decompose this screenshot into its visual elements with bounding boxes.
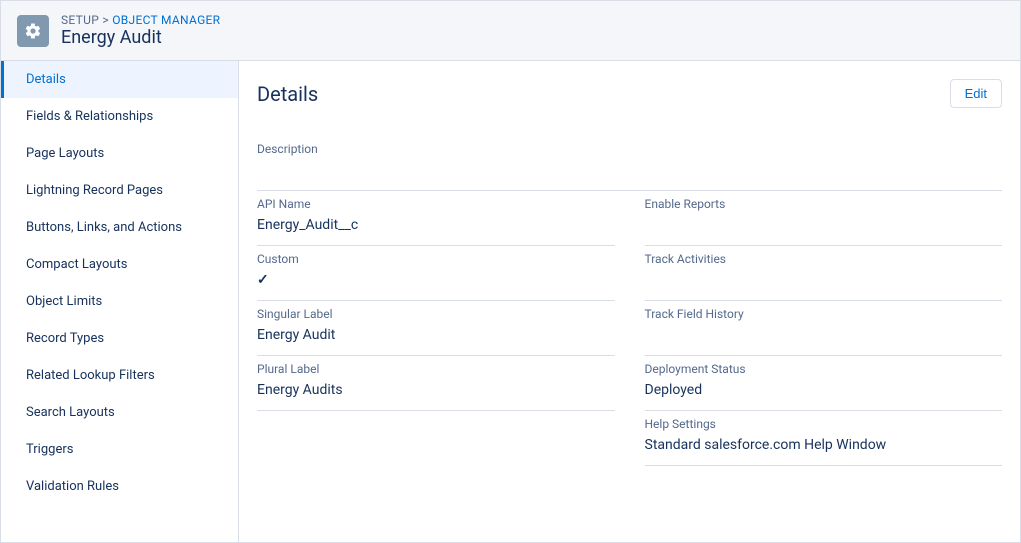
field-label: Singular Label (257, 307, 615, 321)
field-help-settings: Help Settings Standard salesforce.com He… (645, 411, 1003, 466)
field-label: Track Field History (645, 307, 1003, 321)
field-label: Description (257, 142, 1002, 156)
field-label: API Name (257, 197, 615, 211)
field-label: Deployment Status (645, 362, 1003, 376)
field-label: Track Activities (645, 252, 1003, 266)
field-value: Energy Audits (257, 382, 615, 400)
sidebar-item-buttons-links-and-actions[interactable]: Buttons, Links, and Actions (1, 209, 238, 246)
edit-button[interactable]: Edit (950, 79, 1002, 108)
header-text: SETUP > OBJECT MANAGER Energy Audit (61, 13, 220, 48)
breadcrumb: SETUP > OBJECT MANAGER (61, 13, 220, 27)
sidebar-item-search-layouts[interactable]: Search Layouts (1, 394, 238, 431)
field-label: Enable Reports (645, 197, 1003, 211)
gear-icon (17, 15, 49, 47)
field-plural-label: Plural Label Energy Audits (257, 356, 615, 411)
breadcrumb-sep: > (102, 13, 109, 27)
field-enable-reports: Enable Reports (645, 191, 1003, 246)
breadcrumb-setup: SETUP (61, 13, 99, 27)
field-track-activities: Track Activities (645, 246, 1003, 301)
field-description: Description (257, 136, 1002, 191)
sidebar-item-triggers[interactable]: Triggers (1, 431, 238, 468)
field-deployment-status: Deployment Status Deployed (645, 356, 1003, 411)
field-value: Deployed (645, 382, 1003, 400)
field-value (645, 217, 1003, 235)
sidebar-item-page-layouts[interactable]: Page Layouts (1, 135, 238, 172)
field-value: Energy_Audit__c (257, 217, 615, 235)
field-track-field-history: Track Field History (645, 301, 1003, 356)
sidebar-item-record-types[interactable]: Record Types (1, 320, 238, 357)
main-content: Details Edit Description API Name Energy… (239, 61, 1020, 542)
field-api-name: API Name Energy_Audit__c (257, 191, 615, 246)
field-value (645, 327, 1003, 345)
field-value: ✓ (257, 272, 615, 290)
field-singular-label: Singular Label Energy Audit (257, 301, 615, 356)
sidebar: DetailsFields & RelationshipsPage Layout… (1, 61, 239, 542)
sidebar-item-lightning-record-pages[interactable]: Lightning Record Pages (1, 172, 238, 209)
check-icon: ✓ (257, 272, 269, 288)
sidebar-item-validation-rules[interactable]: Validation Rules (1, 468, 238, 505)
field-value (257, 162, 1002, 180)
field-custom: Custom ✓ (257, 246, 615, 301)
breadcrumb-link[interactable]: OBJECT MANAGER (112, 13, 220, 27)
field-value: Standard salesforce.com Help Window (645, 437, 1003, 455)
field-value: Energy Audit (257, 327, 615, 345)
field-value (645, 272, 1003, 290)
sidebar-item-related-lookup-filters[interactable]: Related Lookup Filters (1, 357, 238, 394)
sidebar-item-fields-relationships[interactable]: Fields & Relationships (1, 98, 238, 135)
field-label: Custom (257, 252, 615, 266)
field-empty-left (257, 411, 615, 466)
page-title: Energy Audit (61, 27, 220, 48)
main-header: Details Edit (257, 79, 1002, 108)
fields-grid: Description API Name Energy_Audit__c Ena… (257, 136, 1002, 466)
field-label: Plural Label (257, 362, 615, 376)
field-label: Help Settings (645, 417, 1003, 431)
main-title: Details (257, 82, 318, 106)
page-header: SETUP > OBJECT MANAGER Energy Audit (1, 1, 1020, 61)
sidebar-item-compact-layouts[interactable]: Compact Layouts (1, 246, 238, 283)
sidebar-item-details[interactable]: Details (1, 61, 238, 98)
sidebar-item-object-limits[interactable]: Object Limits (1, 283, 238, 320)
